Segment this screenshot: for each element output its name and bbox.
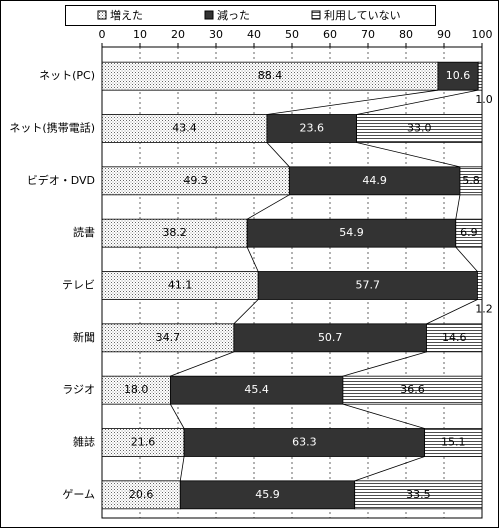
legend-label: 増えた xyxy=(110,9,143,22)
data-label: 43.4 xyxy=(172,122,197,135)
bar-segment xyxy=(101,218,248,248)
series-line xyxy=(426,299,478,325)
series-line xyxy=(179,456,185,481)
y-tick-label: 読書 xyxy=(73,225,95,239)
data-label: 54.9 xyxy=(339,226,364,239)
bar-segment xyxy=(459,166,483,196)
series-line xyxy=(342,403,425,429)
data-label: 20.6 xyxy=(129,488,154,501)
data-label: 41.1 xyxy=(168,279,193,292)
series-line xyxy=(170,403,185,429)
data-label: 23.6 xyxy=(300,122,325,135)
bar-segment xyxy=(101,428,185,457)
data-label: 44.9 xyxy=(362,174,387,187)
data-label: 5.8 xyxy=(462,174,480,187)
bar-segment xyxy=(179,480,356,510)
x-tick-label: 30 xyxy=(209,28,223,41)
data-label: 88.4 xyxy=(258,69,283,82)
series-line xyxy=(266,89,438,115)
bar-segment xyxy=(288,166,461,196)
data-label: 34.7 xyxy=(156,331,181,344)
bar-segment xyxy=(426,323,483,353)
bar-segment xyxy=(233,323,427,353)
bar-segment xyxy=(356,114,483,143)
legend-label: 減った xyxy=(217,8,250,22)
data-label: 57.7 xyxy=(356,279,381,292)
bar-segment xyxy=(101,61,439,91)
bar-segment xyxy=(477,271,483,300)
y-tick-label: テレビ xyxy=(62,279,95,292)
bar-segment xyxy=(101,375,171,405)
data-label: 1.0 xyxy=(475,93,493,106)
legend-swatch xyxy=(204,10,214,20)
series-line xyxy=(356,142,461,168)
data-label: 49.3 xyxy=(183,174,208,187)
bar-segment xyxy=(101,323,235,353)
series-line xyxy=(356,89,479,115)
data-label: 14.6 xyxy=(442,331,467,344)
bar-segment xyxy=(169,375,344,405)
bar-segment xyxy=(424,428,483,457)
data-label: 36.6 xyxy=(400,383,425,396)
y-tick-label: ネット(PC) xyxy=(39,69,95,82)
x-tick-label: 70 xyxy=(361,28,375,41)
x-tick-label: 100 xyxy=(472,28,493,41)
bar-segment xyxy=(246,218,457,248)
data-label: 18.0 xyxy=(124,383,149,396)
x-tick-label: 60 xyxy=(323,28,337,41)
legend-label: 利用していない xyxy=(324,9,401,22)
legend-swatch xyxy=(97,10,107,20)
data-label: 15.1 xyxy=(441,436,466,449)
x-tick-label: 80 xyxy=(399,28,413,41)
series-line xyxy=(266,142,290,168)
series-line xyxy=(455,246,478,272)
data-label: 38.2 xyxy=(162,226,187,239)
series-line xyxy=(455,194,461,220)
series-line xyxy=(246,247,259,272)
y-tick-label: ビデオ・DVD xyxy=(27,173,95,187)
y-tick-label: ラジオ xyxy=(62,383,95,396)
data-label: 45.4 xyxy=(244,383,269,396)
y-tick-label: 新聞 xyxy=(73,330,95,344)
series-line xyxy=(354,456,425,482)
series-line xyxy=(246,194,290,220)
legend-box xyxy=(65,5,436,26)
data-label: 50.7 xyxy=(318,331,343,344)
data-label: 10.6 xyxy=(446,69,471,82)
y-tick-label: 雑誌 xyxy=(73,435,95,449)
bar-segment xyxy=(354,480,483,510)
series-line xyxy=(170,351,235,377)
bar-segment xyxy=(266,114,358,143)
bar-segment xyxy=(101,166,290,196)
x-tick-label: 20 xyxy=(171,28,185,41)
series-line xyxy=(233,299,259,325)
series-line xyxy=(342,351,427,377)
bar-segment xyxy=(455,218,483,248)
y-tick-label: ネット(携帯電話) xyxy=(9,121,95,135)
bar-segment xyxy=(342,375,483,405)
y-tick-label: ゲーム xyxy=(62,488,95,501)
data-label: 33.5 xyxy=(406,488,431,501)
data-label: 33.0 xyxy=(407,122,432,135)
x-tick-label: 40 xyxy=(247,28,261,41)
data-label: 45.9 xyxy=(255,488,280,501)
x-tick-label: 0 xyxy=(99,28,106,41)
bar-segment xyxy=(183,428,426,457)
data-label: 1.2 xyxy=(475,303,493,316)
x-tick-label: 90 xyxy=(437,28,451,41)
data-label: 21.6 xyxy=(131,436,156,449)
data-label: 63.3 xyxy=(292,436,317,449)
legend-swatch xyxy=(311,10,321,20)
data-label: 6.9 xyxy=(460,226,478,239)
bar-segment xyxy=(101,480,181,510)
x-tick-label: 50 xyxy=(285,28,299,41)
x-tick-label: 10 xyxy=(133,28,147,41)
bar-segment xyxy=(477,61,483,91)
